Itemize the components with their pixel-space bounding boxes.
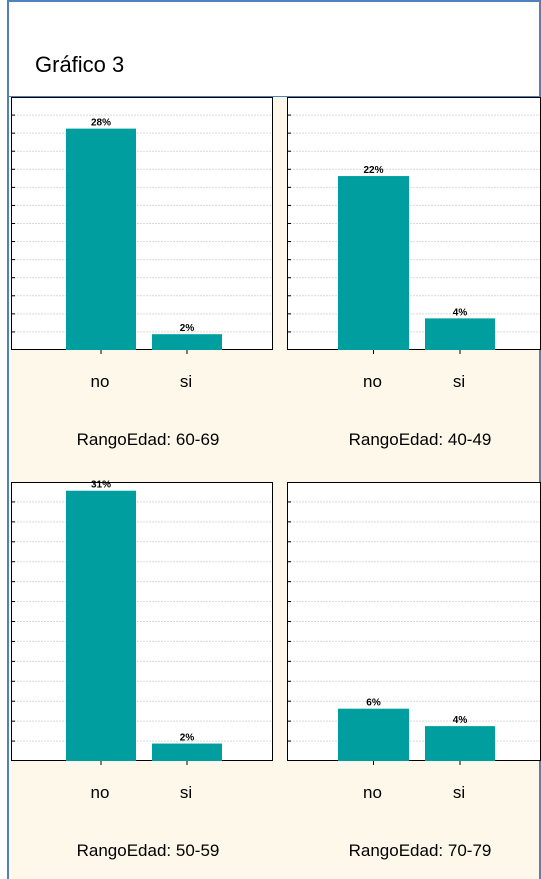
x-tick-label: si	[180, 372, 192, 391]
bar-no	[338, 708, 409, 761]
bar-no	[66, 490, 136, 761]
bar-si	[425, 726, 495, 761]
panel-title: RangoEdad: 50-59	[77, 841, 220, 860]
x-tick-label: no	[91, 372, 110, 391]
bar-no	[338, 176, 409, 350]
bar-value-label: 31%	[91, 480, 111, 491]
bar-value-label: 4%	[453, 307, 468, 318]
figure-title: Gráfico 3	[35, 52, 125, 77]
plot-frame	[11, 97, 273, 350]
bar-value-label: 22%	[363, 165, 383, 176]
bar-value-label: 2%	[180, 733, 195, 744]
bar-value-label: 6%	[366, 698, 381, 709]
bar-value-label: 4%	[453, 715, 468, 726]
bar-si	[152, 743, 222, 761]
x-tick-label: no	[363, 372, 382, 391]
x-tick-label: no	[363, 783, 382, 802]
plot-frame	[11, 482, 273, 761]
x-tick-label: no	[91, 783, 110, 802]
bar-value-label: 28%	[91, 118, 111, 129]
x-tick-label: si	[453, 783, 465, 802]
x-tick-label: si	[180, 783, 192, 802]
bar-si	[152, 334, 222, 350]
panel-title: RangoEdad: 60-69	[77, 430, 220, 449]
x-tick-label: si	[453, 372, 465, 391]
bar-si	[425, 318, 495, 350]
panel-title: RangoEdad: 40-49	[349, 430, 492, 449]
bar-no	[66, 128, 136, 350]
figure-header: Gráfico 3	[7, 0, 541, 97]
panel-title: RangoEdad: 70-79	[349, 841, 492, 860]
bar-value-label: 2%	[180, 323, 195, 334]
